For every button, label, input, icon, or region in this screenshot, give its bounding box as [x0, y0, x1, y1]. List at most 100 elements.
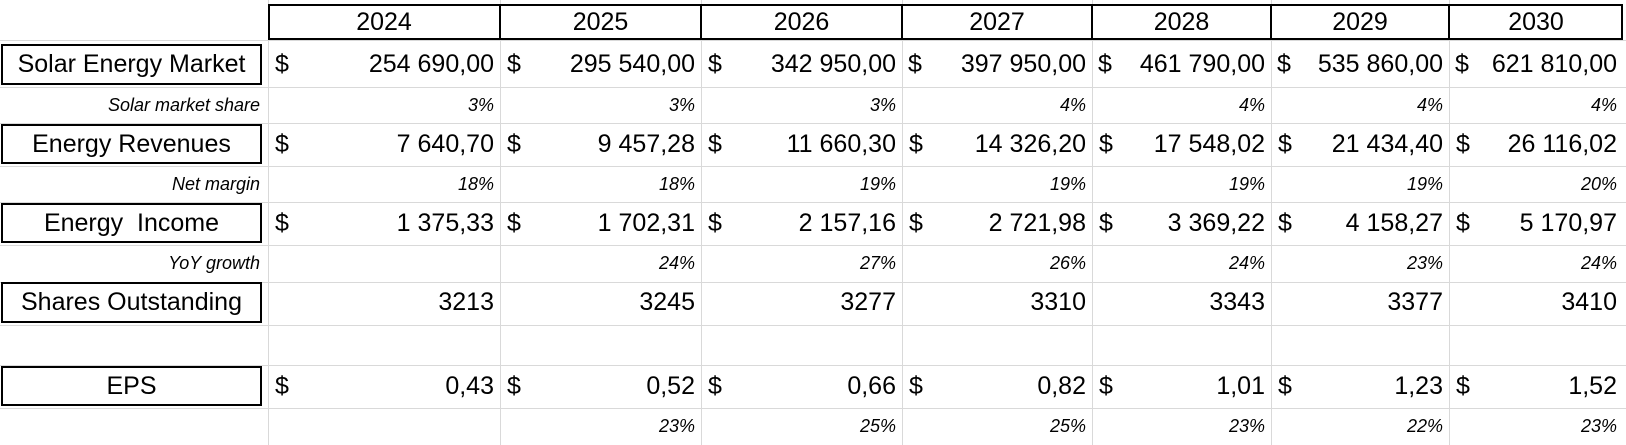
currency-symbol: $: [1099, 209, 1113, 237]
cell-eps[interactable]: 1,23: [1394, 372, 1443, 400]
cell-shares[interactable]: 3277: [840, 288, 896, 316]
cell-income[interactable]: 2 157,16: [798, 209, 896, 237]
cell-eps[interactable]: 0,82: [1037, 372, 1086, 400]
cell-eps-growth[interactable]: 23%: [1580, 416, 1617, 436]
currency-symbol: $: [507, 209, 521, 237]
cell-market-share[interactable]: 4%: [1416, 95, 1443, 115]
cell-market[interactable]: $535 860,00: [1273, 44, 1443, 85]
cell-net-margin[interactable]: 18%: [457, 174, 494, 194]
cell-market[interactable]: $397 950,00: [904, 44, 1086, 85]
gridline: [0, 325, 1626, 326]
cell-income[interactable]: 4 158,27: [1345, 209, 1443, 237]
cell-income[interactable]: 3 369,22: [1167, 209, 1265, 237]
cell-eps-growth[interactable]: 25%: [1049, 416, 1086, 436]
currency-symbol: $: [1456, 209, 1470, 237]
cell-market[interactable]: 342 950,00: [770, 50, 896, 78]
cell-market-share[interactable]: 4%: [1590, 95, 1617, 115]
cell-revenues[interactable]: 11 660,30: [786, 130, 896, 158]
gridline: [902, 0, 903, 445]
cell-yoy-growth[interactable]: 26%: [1049, 253, 1086, 273]
cell-income[interactable]: 1 702,31: [597, 209, 695, 237]
cell-income[interactable]: 5 170,97: [1519, 209, 1617, 237]
cell-revenues[interactable]: 17 548,02: [1153, 130, 1265, 158]
row-label-eps[interactable]: EPS: [1, 366, 262, 406]
year-header[interactable]: 2028: [1153, 8, 1210, 36]
header-divider: [1270, 4, 1272, 40]
cell-revenues[interactable]: 7 640,70: [396, 130, 494, 158]
cell-market-share[interactable]: 3%: [869, 95, 896, 115]
cell-market-share[interactable]: 3%: [467, 95, 494, 115]
cell-net-margin[interactable]: 18%: [658, 174, 695, 194]
cell-shares[interactable]: 3343: [1209, 288, 1265, 316]
row-label-net-margin[interactable]: Net margin: [171, 174, 260, 194]
cell-market[interactable]: 295 540,00: [569, 50, 695, 78]
row-label-yoy-growth[interactable]: YoY growth: [168, 253, 260, 273]
cell-market[interactable]: $621 810,00: [1451, 44, 1617, 85]
year-header[interactable]: 2026: [773, 8, 830, 36]
cell-market-share[interactable]: 4%: [1059, 95, 1086, 115]
cell-yoy-growth[interactable]: 27%: [859, 253, 896, 273]
cell-yoy-growth[interactable]: 24%: [1580, 253, 1617, 273]
cell-revenues[interactable]: 21 434,40: [1331, 130, 1443, 158]
cell-income[interactable]: 2 721,98: [988, 209, 1086, 237]
row-label-shares-outstanding[interactable]: Shares Outstanding: [1, 282, 262, 323]
cell-revenues[interactable]: 26 116,02: [1507, 130, 1617, 158]
cell-net-margin[interactable]: 19%: [1049, 174, 1086, 194]
cell-market[interactable]: 254 690,00: [368, 50, 494, 78]
gridline: [0, 365, 1626, 366]
row-label-energy-revenues[interactable]: Energy Revenues: [1, 124, 262, 164]
cell-net-margin[interactable]: 19%: [1406, 174, 1443, 194]
currency-symbol: $: [708, 130, 722, 158]
cell-yoy-growth[interactable]: [270, 245, 494, 282]
cell-eps-growth[interactable]: 22%: [1406, 416, 1443, 436]
gridline: [0, 87, 1626, 88]
cell-eps[interactable]: 0,52: [646, 372, 695, 400]
cell-eps-growth[interactable]: 23%: [1228, 416, 1265, 436]
currency-symbol: $: [507, 50, 521, 78]
cell-eps-growth[interactable]: [270, 408, 494, 445]
year-header[interactable]: 2024: [356, 8, 412, 36]
cell-yoy-growth[interactable]: 23%: [1406, 253, 1443, 273]
cell-yoy-growth[interactable]: 24%: [658, 253, 695, 273]
cell-value-text: 461 790,00: [1139, 50, 1265, 78]
cell-revenues[interactable]: 9 457,28: [597, 130, 695, 158]
header-divider: [901, 4, 903, 40]
year-header-row: [268, 4, 1623, 40]
cell-eps[interactable]: 0,43: [445, 372, 494, 400]
cell-net-margin[interactable]: 20%: [1580, 174, 1617, 194]
year-header[interactable]: 2025: [572, 8, 629, 36]
cell-net-margin[interactable]: 19%: [1228, 174, 1265, 194]
currency-symbol: $: [909, 130, 923, 158]
cell-market-share[interactable]: 4%: [1238, 95, 1265, 115]
gridline: [1092, 0, 1093, 445]
row-label-energy-income[interactable]: Energy Income: [1, 203, 262, 243]
year-header[interactable]: 2029: [1332, 8, 1388, 36]
currency-symbol: $: [1099, 130, 1113, 158]
cell-eps-growth[interactable]: 25%: [859, 416, 896, 436]
gridline: [701, 0, 702, 445]
cell-eps[interactable]: 0,66: [847, 372, 896, 400]
cell-shares[interactable]: 3410: [1561, 288, 1617, 316]
cell-shares[interactable]: 3377: [1387, 288, 1443, 316]
header-divider: [700, 4, 702, 40]
cell-market-share[interactable]: 3%: [668, 95, 695, 115]
cell-eps-growth[interactable]: 23%: [658, 416, 695, 436]
year-header[interactable]: 2030: [1508, 8, 1564, 36]
cell-shares[interactable]: 3213: [438, 288, 494, 316]
cell-eps[interactable]: 1,52: [1568, 372, 1617, 400]
row-label-solar-market-share[interactable]: Solar market share: [107, 95, 260, 115]
cell-revenues[interactable]: 14 326,20: [974, 130, 1086, 158]
row-label-solar-energy-market[interactable]: Solar Energy Market: [1, 44, 262, 85]
cell-shares[interactable]: 3245: [639, 288, 695, 316]
cell-value-text: 397 950,00: [960, 50, 1086, 78]
header-divider: [1448, 4, 1450, 40]
cell-yoy-growth[interactable]: 24%: [1228, 253, 1265, 273]
cell-shares[interactable]: 3310: [1030, 288, 1086, 316]
cell-eps[interactable]: 1,01: [1216, 372, 1265, 400]
cell-net-margin[interactable]: 19%: [859, 174, 896, 194]
cell-market[interactable]: $461 790,00: [1094, 44, 1265, 85]
year-header[interactable]: 2027: [969, 8, 1025, 36]
cell-income[interactable]: 1 375,33: [396, 209, 494, 237]
gridline: [0, 123, 1626, 124]
